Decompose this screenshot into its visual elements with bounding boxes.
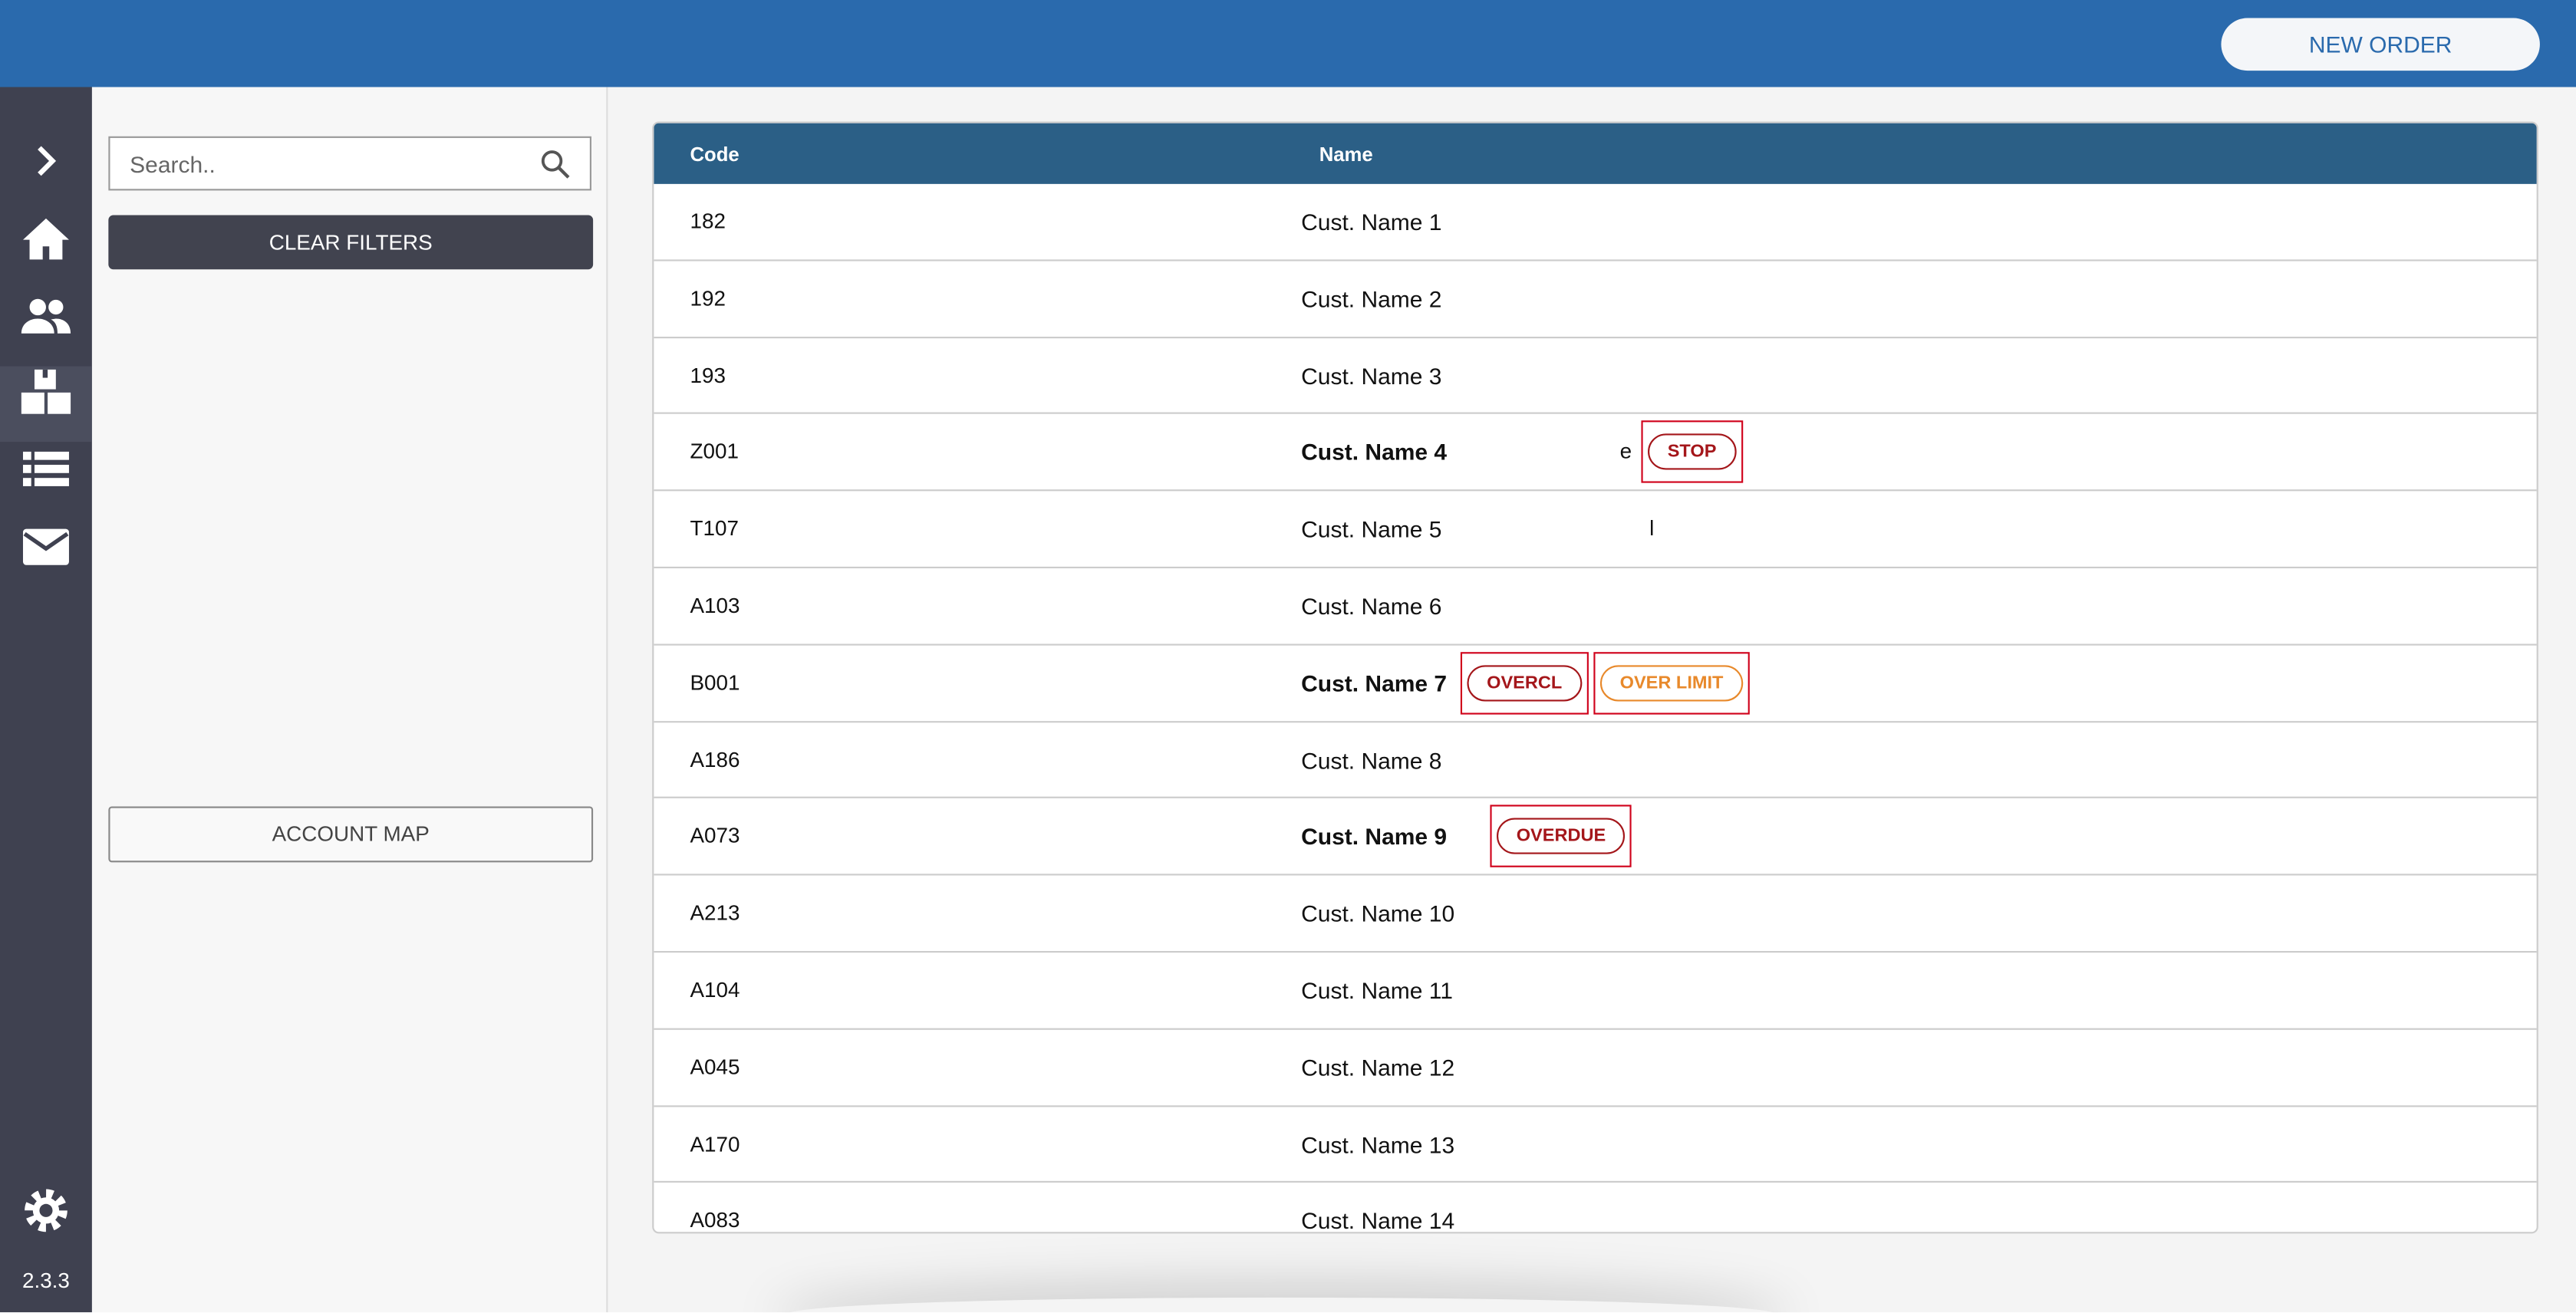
home-icon[interactable]: [20, 213, 73, 266]
table-row[interactable]: 182 Cust. Name 1: [654, 184, 2537, 262]
search-placeholder: Search..: [130, 151, 216, 178]
table-row[interactable]: A083 Cust. Name 14: [654, 1183, 2536, 1234]
version: 2.3.3: [21, 1268, 70, 1293]
badge-highlight: OVERCL: [1460, 651, 1589, 715]
name: Cust. Name 11: [1301, 977, 1453, 1004]
table-row[interactable]: A073 Cust. Name 9 OVERDUE: [654, 799, 2537, 876]
status-badge: OVERCL: [1467, 664, 1583, 702]
filter-panel: [91, 87, 608, 1313]
table-row[interactable]: B001 Cust. Name 7 OVERCL OVER LIMIT: [654, 645, 2537, 722]
table-row[interactable]: A045 Cust. Name 12: [654, 1029, 2537, 1107]
code: A186: [690, 746, 740, 772]
code: 193: [690, 362, 726, 387]
name: Cust. Name 3: [1301, 362, 1442, 389]
clear-filters-button[interactable]: CLEAR FILTERS: [108, 215, 594, 270]
column-header: Name: [1319, 143, 1373, 166]
name: Cust. Name 13: [1301, 1130, 1455, 1157]
name: Cust. Name 4: [1301, 439, 1448, 466]
name: Cust. Name 9: [1301, 823, 1448, 851]
new-order-button[interactable]: NEW ORDER: [2221, 18, 2540, 71]
code: A104: [690, 977, 740, 1002]
account-map-button[interactable]: ACCOUNT MAP: [108, 806, 594, 863]
code: 182: [690, 208, 726, 234]
code: A103: [690, 593, 740, 618]
settings-icon[interactable]: [20, 1184, 73, 1237]
code: A083: [690, 1207, 740, 1233]
customers-icon[interactable]: [20, 291, 73, 344]
table-row[interactable]: Z001 Cust. Name 4 e STOP: [654, 415, 2537, 492]
table-row[interactable]: A186 Cust. Name 8: [654, 722, 2537, 799]
code: A045: [690, 1054, 740, 1079]
code: A170: [690, 1130, 740, 1156]
table-row[interactable]: A170 Cust. Name 13: [654, 1107, 2537, 1183]
status-badge: OVERDUE: [1496, 818, 1626, 855]
name: Cust. Name 6: [1301, 593, 1442, 620]
table-header: Code Name: [654, 123, 2537, 184]
code: B001: [690, 670, 740, 695]
top-bar: NEW ORDER: [0, 0, 2576, 87]
name: Cust. Name 14: [1301, 1207, 1455, 1234]
status-badge: STOP: [1648, 434, 1737, 471]
badge-highlight: STOP: [1641, 421, 1743, 484]
code: A213: [690, 900, 740, 926]
products-icon[interactable]: [20, 367, 73, 420]
code: A073: [690, 823, 740, 848]
name: Cust. Name 10: [1301, 900, 1455, 927]
search-box[interactable]: Search..: [108, 136, 591, 191]
name: Cust. Name 1: [1301, 208, 1442, 235]
sidebar: 2.3.3: [0, 87, 92, 1313]
table-row[interactable]: A103 Cust. Name 6: [654, 568, 2537, 646]
column-header: Code: [690, 143, 740, 166]
table-row[interactable]: A213 Cust. Name 10: [654, 876, 2537, 953]
list-icon[interactable]: [20, 443, 73, 496]
code: T107: [690, 515, 739, 541]
table-row[interactable]: 192 Cust. Name 2: [654, 261, 2537, 338]
expand-icon[interactable]: [20, 135, 73, 188]
name: Cust. Name 7: [1301, 670, 1448, 696]
search-icon[interactable]: [541, 150, 571, 179]
table-row[interactable]: A104 Cust. Name 11: [654, 953, 2537, 1030]
stray-text: e: [1619, 439, 1632, 464]
badge-highlight: OVERDUE: [1490, 805, 1632, 868]
shadow: [789, 1298, 1774, 1312]
table-row[interactable]: 193 Cust. Name 3: [654, 337, 2537, 415]
status-badge: OVER LIMIT: [1599, 664, 1744, 702]
stray-text: l: [1649, 515, 1655, 541]
name: Cust. Name 12: [1301, 1054, 1455, 1081]
code: 192: [690, 285, 726, 311]
mail-icon[interactable]: [20, 521, 73, 574]
name: Cust. Name 2: [1301, 285, 1442, 312]
name: Cust. Name 5: [1301, 515, 1442, 543]
name: Cust. Name 8: [1301, 746, 1442, 773]
code: Z001: [690, 439, 739, 464]
badge-highlight: OVER LIMIT: [1593, 651, 1750, 715]
table-row[interactable]: T107 Cust. Name 5 l: [654, 492, 2537, 568]
